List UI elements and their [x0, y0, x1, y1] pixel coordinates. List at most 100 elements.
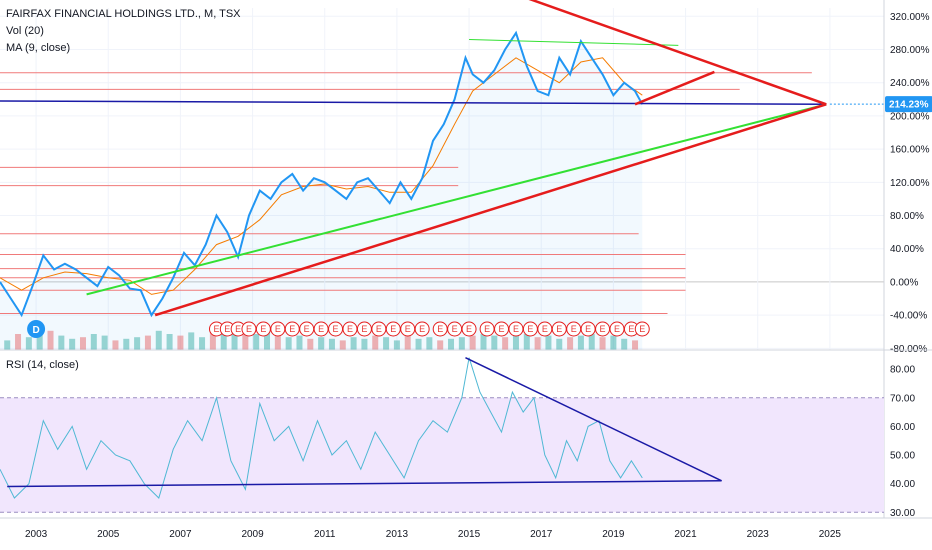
- volume-bar: [231, 324, 238, 350]
- volume-bar: [437, 340, 444, 350]
- earnings-marker-label: E: [484, 324, 490, 334]
- price-axis[interactable]: 320.00% 280.00% 240.00% 200.00% 160.00% 120.0…: [883, 0, 932, 518]
- rsi-support-line: [7, 480, 722, 488]
- volume-bar: [112, 340, 119, 350]
- price-tick-labels: 320.00% 280.00% 240.00% 200.00% 160.00% 120.0…: [890, 12, 930, 355]
- earnings-marker-label: E: [419, 324, 425, 334]
- volume-bar: [15, 334, 22, 350]
- volume-bar: [469, 335, 476, 350]
- earnings-marker-label: E: [600, 324, 606, 334]
- time-axis[interactable]: 2003 2005 2007 2009 2011 2013 2015 2017 2019 2021…: [0, 517, 932, 540]
- volume-bar: [166, 334, 173, 350]
- ma-line: [0, 57, 643, 295]
- earnings-marker-label: E: [639, 324, 645, 334]
- volume-bar: [144, 335, 151, 350]
- volume-bar: [199, 337, 206, 350]
- volume-bar: [274, 335, 281, 350]
- price-tick-label: 200.00%: [890, 111, 930, 122]
- price-tick-label: 80.00%: [890, 211, 924, 222]
- symbol-title[interactable]: FAIRFAX FINANCIAL HOLDINGS LTD., M, TSX: [6, 8, 241, 20]
- price-grid: [0, 8, 884, 350]
- price-tick-label: -40.00%: [890, 311, 927, 322]
- rsi-tick-label: 60.00: [890, 422, 915, 433]
- volume-bar: [134, 337, 141, 350]
- earnings-marker-label: E: [437, 324, 443, 334]
- volume-bar: [25, 337, 32, 350]
- chart-legend: FAIRFAX FINANCIAL HOLDINGS LTD., M, TSX …: [6, 6, 241, 57]
- volume-bar: [512, 335, 519, 350]
- earnings-marker-label: E: [260, 324, 266, 334]
- volume-bar: [577, 335, 584, 350]
- dividend-badge-label: D: [32, 325, 39, 336]
- red-short-trend-line: [634, 70, 715, 106]
- earnings-marker-label: E: [527, 324, 533, 334]
- trend-lines: [0, 0, 884, 317]
- volume-bar: [350, 337, 357, 350]
- price-tick-label: 160.00%: [890, 145, 930, 156]
- rsi-tick-label: 40.00: [890, 479, 915, 490]
- blue-support-line: [0, 100, 827, 106]
- volume-bar: [79, 337, 86, 350]
- volume-bar: [415, 338, 422, 350]
- volume-bar: [4, 340, 11, 350]
- earnings-marker-label: E: [304, 324, 310, 334]
- earnings-marker-label: E: [405, 324, 411, 334]
- horizontal-levels: [0, 72, 812, 314]
- rsi-pane[interactable]: 80.00 70.00 60.00 50.00 40.00 30.00: [0, 357, 915, 519]
- time-tick-label: 2003: [25, 529, 48, 540]
- green-upper-line: [469, 39, 679, 46]
- volume-bar: [556, 338, 563, 350]
- earnings-marker-label: E: [235, 324, 241, 334]
- green-trend-line: [86, 103, 827, 296]
- volume-bar: [404, 334, 411, 350]
- volume-bar: [502, 337, 509, 350]
- rsi-line: [0, 357, 643, 499]
- volume-bar: [393, 340, 400, 350]
- volume-bar: [36, 327, 43, 350]
- earnings-marker-label: E: [628, 324, 634, 334]
- price-tick-label: 240.00%: [890, 78, 930, 89]
- price-line: [0, 30, 644, 318]
- rsi-tick-label: 30.00: [890, 508, 915, 519]
- volume-bar: [69, 338, 76, 350]
- volume-bar: [155, 330, 162, 350]
- earnings-marker-label: E: [376, 324, 382, 334]
- rsi-tick-label: 80.00: [890, 365, 915, 376]
- volume-bar: [296, 335, 303, 350]
- ma-indicator-label[interactable]: MA (9, close): [6, 42, 71, 54]
- volume-bar: [253, 334, 260, 350]
- time-tick-label: 2007: [169, 529, 192, 540]
- volume-bar: [318, 337, 325, 350]
- volume-bar: [567, 337, 574, 350]
- volume-bar: [242, 329, 249, 350]
- rsi-indicator-label[interactable]: RSI (14, close): [6, 359, 79, 371]
- earnings-marker: [414, 321, 430, 337]
- volume-bar: [610, 335, 617, 350]
- time-tick-label: 2013: [386, 529, 409, 540]
- earnings-marker-label: E: [333, 324, 339, 334]
- dividend-badge[interactable]: D: [27, 320, 46, 338]
- price-tick-label: 120.00%: [890, 178, 930, 189]
- volume-bar: [383, 337, 390, 350]
- volume-bar: [480, 334, 487, 350]
- rsi-trend-lines: [7, 357, 722, 488]
- last-value-text: 214.23%: [889, 100, 929, 111]
- rsi-tick-label: 50.00: [890, 451, 915, 462]
- volume-bar: [101, 335, 108, 350]
- volume-bar: [588, 334, 595, 350]
- earnings-marker-label: E: [390, 324, 396, 334]
- volume-bar: [90, 334, 97, 350]
- volume-bar: [372, 335, 379, 350]
- earnings-marker-label: E: [246, 324, 252, 334]
- earnings-marker-label: E: [224, 324, 230, 334]
- earnings-marker-label: E: [466, 324, 472, 334]
- time-tick-label: 2023: [747, 529, 770, 540]
- volume-bar: [426, 337, 433, 350]
- earnings-marker: [634, 321, 650, 337]
- vol-indicator-label[interactable]: Vol (20): [6, 25, 44, 37]
- volume-bar: [328, 338, 335, 350]
- earnings-marker-label: E: [347, 324, 353, 334]
- earnings-marker-label: E: [542, 324, 548, 334]
